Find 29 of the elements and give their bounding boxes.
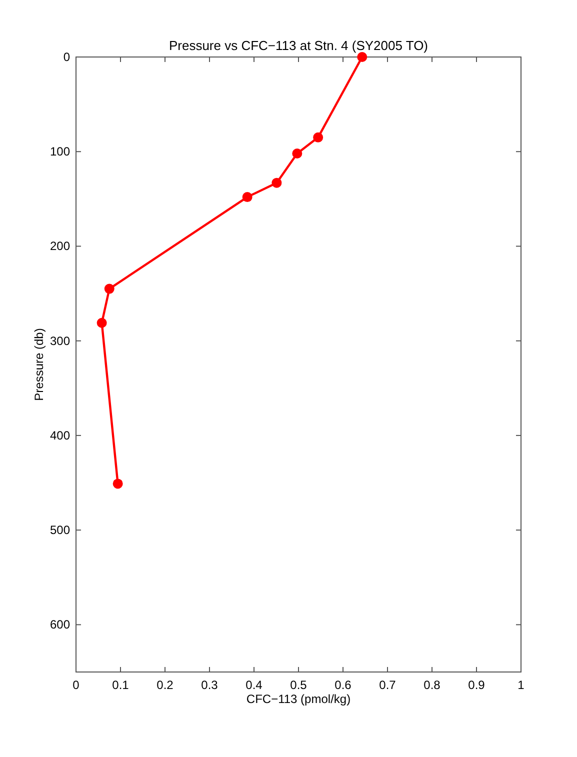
y-tick-label: 500: [50, 523, 70, 538]
x-tick-label: 0.5: [290, 678, 308, 692]
y-tick-label: 300: [50, 334, 70, 348]
y-tick-label: 100: [50, 144, 70, 159]
x-tick-label: 1: [518, 678, 525, 692]
point: [272, 178, 282, 188]
x-tick-label: 0.4: [246, 678, 263, 692]
x-tick-label: 0.1: [112, 678, 130, 692]
point: [313, 132, 324, 142]
y-tick-label: 600: [50, 618, 70, 632]
y-tick-label: 200: [50, 239, 70, 254]
point: [242, 192, 252, 202]
point: [104, 284, 114, 294]
point: [357, 52, 368, 62]
y-axis-title: Pressure (db): [32, 328, 46, 401]
x-tick-label: 0.3: [201, 678, 218, 692]
x-tick-label: 0.7: [379, 678, 396, 692]
x-axis-title: CFC−113 (pmol/kg): [246, 692, 351, 706]
x-tick-label: 0: [72, 678, 80, 692]
y-tick-label: 400: [50, 428, 70, 442]
x-tick-label: 0.6: [334, 678, 352, 692]
x-tick-label: 0.8: [424, 678, 441, 692]
point: [292, 148, 302, 159]
y-tick-label: 0: [63, 50, 70, 64]
chart-title: Pressure vs CFC−113 at Stn. 4 (SY2005 TO): [168, 38, 428, 53]
point: [96, 318, 107, 328]
x-tick-label: 0.9: [468, 678, 486, 692]
point: [112, 478, 123, 489]
x-tick-label: 0.2: [156, 678, 174, 692]
